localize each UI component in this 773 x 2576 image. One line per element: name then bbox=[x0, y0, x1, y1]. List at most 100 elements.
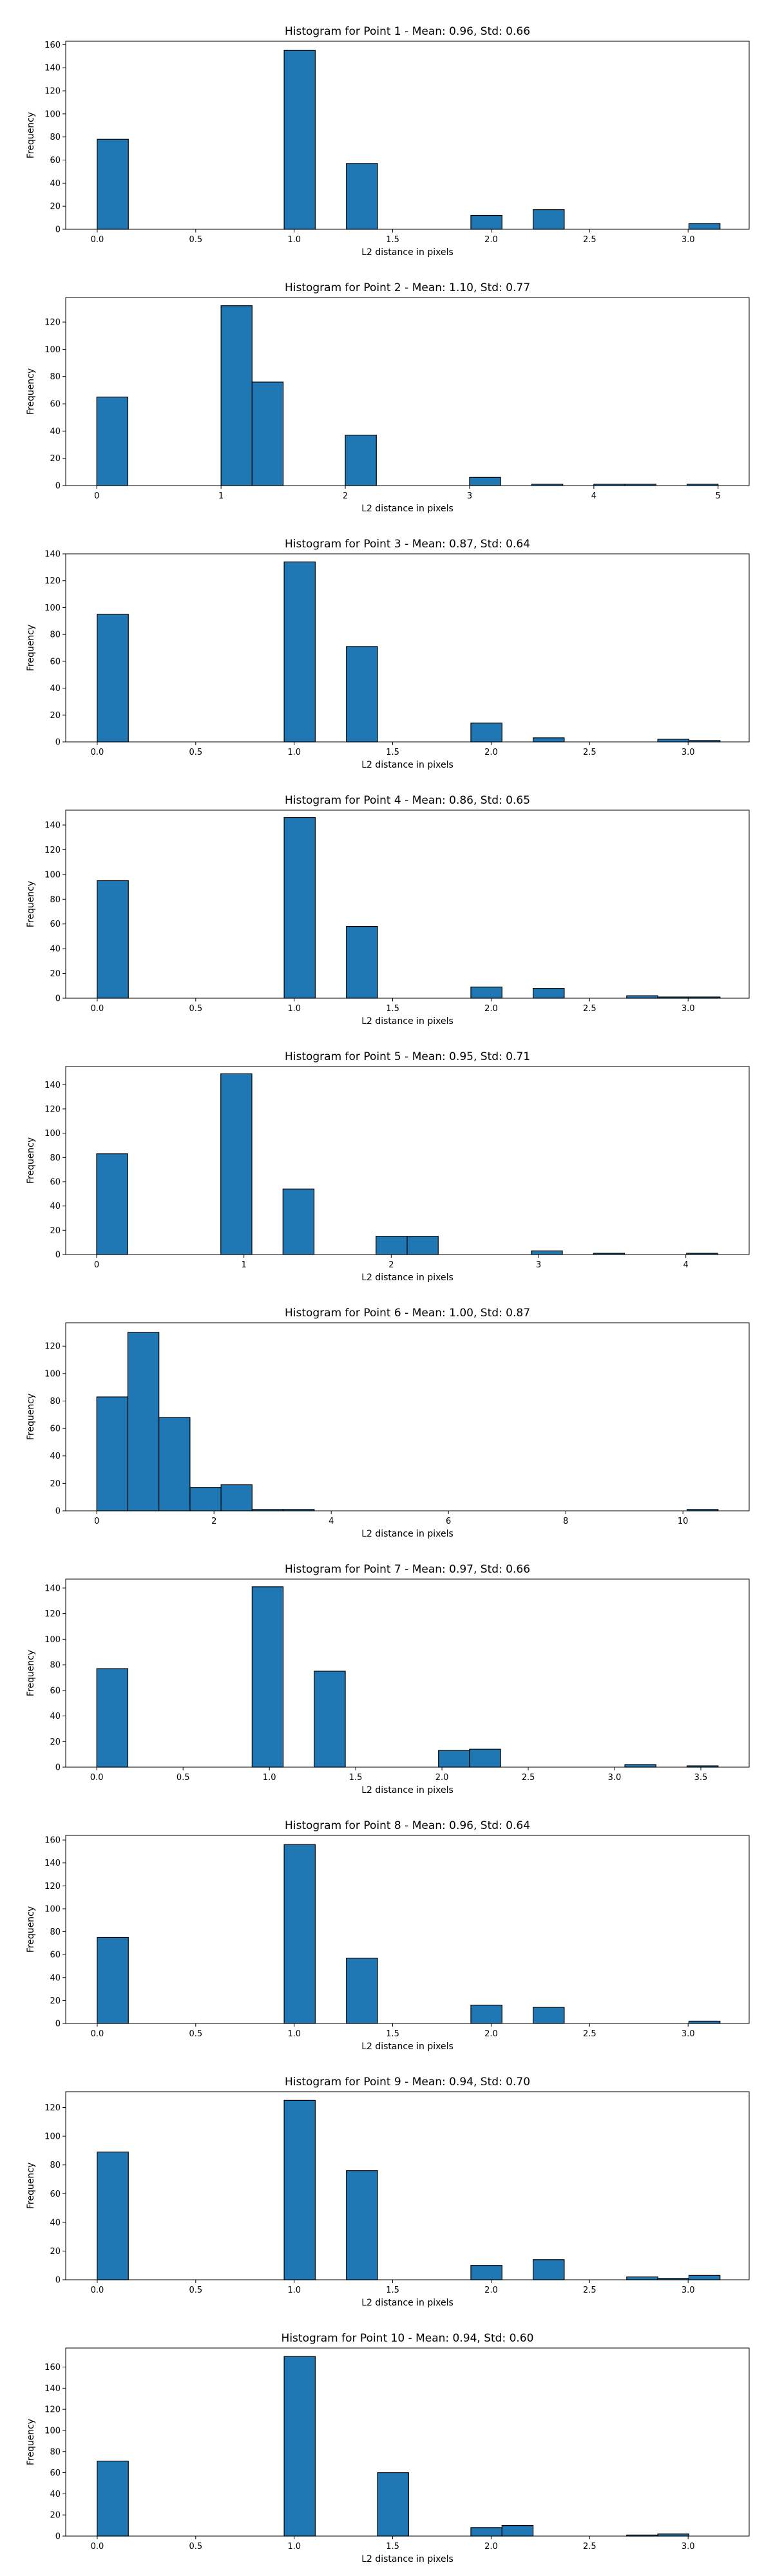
axes-frame bbox=[65, 297, 750, 486]
histogram-bar bbox=[688, 2275, 721, 2280]
y-tick-label: 60 bbox=[50, 156, 61, 166]
y-axis-label: Frequency bbox=[26, 2163, 36, 2209]
histogram-bar bbox=[96, 1668, 129, 1768]
y-tick-label: 120 bbox=[44, 1609, 61, 1619]
x-tick-label: 0.5 bbox=[189, 2286, 202, 2295]
y-axis-label: Frequency bbox=[26, 1650, 36, 1696]
x-tick-label: 2 bbox=[211, 1517, 216, 1526]
histogram-bar bbox=[283, 1844, 316, 2024]
y-tick-label: 100 bbox=[44, 2426, 61, 2436]
histogram-bar bbox=[438, 1750, 470, 1768]
y-tick-label: 20 bbox=[50, 454, 61, 464]
x-tick-label: 0 bbox=[94, 1517, 99, 1526]
y-axis-label: Frequency bbox=[26, 881, 36, 927]
histogram-bar bbox=[469, 1748, 501, 1768]
x-tick-label: 2.0 bbox=[484, 235, 498, 245]
x-tick-label: 2 bbox=[343, 491, 348, 501]
y-tick-label: 140 bbox=[44, 1081, 61, 1090]
y-tick-label: 120 bbox=[44, 87, 61, 97]
x-tick-label: 2.5 bbox=[583, 235, 596, 245]
y-tick-label: 100 bbox=[44, 345, 61, 355]
x-tick-label: 1.5 bbox=[386, 1004, 399, 1014]
y-tick-label: 0 bbox=[55, 994, 61, 1004]
histogram-bar bbox=[532, 737, 565, 743]
histogram-bar bbox=[97, 138, 129, 230]
histogram-bar bbox=[220, 305, 253, 486]
subplot-6: Histogram for Point 6 - Mean: 1.00, Std:… bbox=[26, 1307, 750, 1539]
x-tick-label: 2.0 bbox=[484, 2286, 498, 2295]
y-tick-label: 80 bbox=[50, 1397, 61, 1406]
y-axis-label: Frequency bbox=[26, 1137, 36, 1184]
chart-title: Histogram for Point 3 - Mean: 0.87, Std:… bbox=[285, 538, 530, 551]
x-axis-label: L2 distance in pixels bbox=[361, 2298, 453, 2308]
histogram-bar bbox=[532, 209, 565, 230]
x-tick-label: 1 bbox=[242, 1260, 247, 1270]
histogram-bar bbox=[532, 2259, 565, 2280]
chart-title: Histogram for Point 8 - Mean: 0.96, Std:… bbox=[285, 1819, 530, 1832]
x-axis-label: L2 distance in pixels bbox=[361, 1785, 453, 1795]
y-tick-label: 60 bbox=[50, 1425, 61, 1434]
x-tick-label: 3 bbox=[467, 491, 472, 501]
y-tick-label: 140 bbox=[44, 1584, 61, 1593]
axes-frame bbox=[65, 2347, 750, 2537]
histogram-bar bbox=[626, 995, 658, 999]
x-tick-label: 2.5 bbox=[583, 748, 596, 757]
x-tick-label: 1.0 bbox=[263, 1773, 276, 1783]
histogram-bar bbox=[470, 2527, 502, 2537]
histogram-bar bbox=[469, 477, 501, 486]
x-tick-label: 0.0 bbox=[91, 235, 104, 245]
x-tick-label: 2.5 bbox=[522, 1773, 535, 1783]
histogram-bar bbox=[251, 1586, 284, 1768]
histogram-bar bbox=[377, 2472, 409, 2537]
x-tick-label: 1.5 bbox=[386, 2286, 399, 2295]
chart-title: Histogram for Point 6 - Mean: 1.00, Std:… bbox=[285, 1307, 530, 1320]
histogram-bar bbox=[283, 2099, 316, 2280]
histogram-bar bbox=[96, 1153, 128, 1255]
histogram-bar bbox=[220, 1484, 253, 1511]
x-tick-label: 8 bbox=[563, 1517, 568, 1526]
histogram-bar bbox=[283, 2356, 316, 2537]
histogram-bar bbox=[251, 381, 284, 486]
subplot-10: Histogram for Point 10 - Mean: 0.94, Std… bbox=[26, 2332, 750, 2564]
histogram-bar bbox=[657, 739, 690, 743]
y-tick-label: 80 bbox=[50, 630, 61, 640]
x-axis-label: L2 distance in pixels bbox=[361, 247, 453, 258]
y-tick-label: 120 bbox=[44, 1104, 61, 1114]
axes-frame bbox=[65, 810, 750, 999]
y-tick-label: 80 bbox=[50, 1661, 61, 1671]
x-tick-label: 3 bbox=[536, 1260, 541, 1270]
histogram-bar bbox=[97, 614, 129, 743]
y-tick-label: 0 bbox=[55, 1763, 61, 1773]
histogram-bar bbox=[470, 214, 502, 230]
chart-title: Histogram for Point 2 - Mean: 1.10, Std:… bbox=[285, 281, 530, 294]
histogram-bar bbox=[189, 1487, 222, 1511]
y-tick-label: 20 bbox=[50, 711, 61, 721]
y-axis-label: Frequency bbox=[26, 368, 36, 415]
histogram-bar bbox=[97, 880, 129, 999]
histogram-bar bbox=[97, 2460, 129, 2537]
y-tick-label: 40 bbox=[50, 427, 61, 437]
chart-title: Histogram for Point 1 - Mean: 0.96, Std:… bbox=[285, 25, 530, 38]
chart-title: Histogram for Point 7 - Mean: 0.97, Std:… bbox=[285, 1563, 530, 1576]
histogram-bar bbox=[282, 1188, 315, 1255]
subplot-2: Histogram for Point 2 - Mean: 1.10, Std:… bbox=[26, 281, 750, 514]
histogram-bar bbox=[127, 1332, 160, 1511]
y-tick-label: 80 bbox=[50, 895, 61, 905]
y-tick-label: 40 bbox=[50, 1452, 61, 1461]
y-tick-label: 120 bbox=[44, 2103, 61, 2113]
x-tick-label: 3.0 bbox=[682, 235, 695, 245]
y-axis-label: Frequency bbox=[26, 1906, 36, 1953]
axes-frame bbox=[65, 1066, 750, 1255]
y-tick-label: 120 bbox=[44, 2405, 61, 2415]
histogram-bar bbox=[97, 2152, 129, 2280]
y-tick-label: 60 bbox=[50, 920, 61, 929]
y-tick-label: 20 bbox=[50, 1479, 61, 1489]
chart-title: Histogram for Point 4 - Mean: 0.86, Std:… bbox=[285, 794, 530, 807]
x-tick-label: 3.0 bbox=[682, 1004, 695, 1014]
y-tick-label: 140 bbox=[44, 821, 61, 831]
x-tick-label: 2 bbox=[388, 1260, 394, 1270]
x-tick-label: 4 bbox=[683, 1260, 689, 1270]
axes-frame bbox=[65, 41, 750, 230]
histogram-bar bbox=[470, 2004, 502, 2024]
